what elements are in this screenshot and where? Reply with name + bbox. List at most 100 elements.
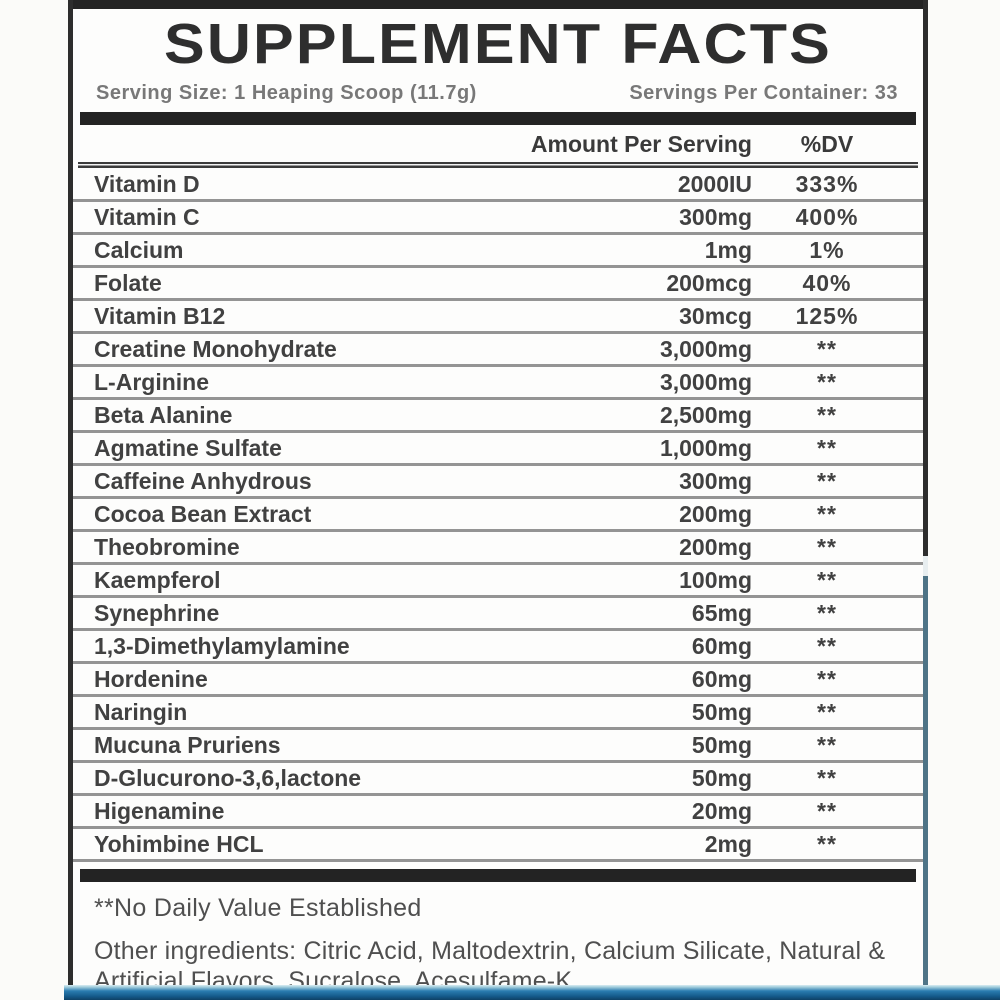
ingredient-dv: ** [817, 335, 837, 362]
ingredient-dv: ** [817, 434, 837, 461]
ingredient-dv: ** [817, 368, 837, 395]
table-row: Agmatine Sulfate 1,000mg ** [68, 433, 928, 466]
table-row: Caffeine Anhydrous 300mg ** [68, 466, 928, 499]
column-header-amount-per-serving: Amount Per Serving [530, 131, 752, 157]
ingredient-name: Caffeine Anhydrous [94, 467, 312, 494]
ingredient-amount: 200mcg [666, 269, 752, 296]
table-row: D-Glucurono-3,6,lactone 50mg ** [68, 763, 928, 796]
ingredient-name: Vitamin C [94, 203, 200, 230]
ingredient-name: Vitamin B12 [94, 302, 226, 329]
ingredient-dv: ** [817, 764, 837, 791]
table-row: Vitamin D 2000IU 333% [68, 169, 928, 202]
table-header-row: Amount Per Serving %DV [68, 127, 928, 162]
table-row: Folate 200mcg 40% [68, 268, 928, 301]
ingredient-name: Mucuna Pruriens [94, 731, 281, 758]
panel-title: SUPPLEMENT FACTS [164, 12, 832, 76]
ingredient-name: Folate [94, 269, 162, 296]
ingredient-dv: ** [817, 797, 837, 824]
ingredient-name: Hordenine [94, 665, 208, 692]
ingredient-dv: ** [817, 698, 837, 725]
serving-size-text: Serving Size: 1 Heaping Scoop (11.7g) [96, 82, 477, 104]
ingredient-dv: ** [817, 632, 837, 659]
ingredient-dv: 1% [809, 236, 845, 263]
panel-border-right-lower [923, 576, 928, 986]
ingredient-amount: 20mg [691, 797, 752, 824]
table-row: Synephrine 65mg ** [68, 598, 928, 631]
ingredient-name: Calcium [94, 236, 184, 263]
ingredient-amount: 100mg [679, 566, 752, 593]
ingredient-dv: 125% [795, 302, 859, 329]
table-row: Beta Alanine 2,500mg ** [68, 400, 928, 433]
ingredient-amount: 300mg [679, 203, 752, 230]
ingredient-amount: 50mg [691, 698, 752, 725]
ingredient-name: Theobromine [94, 533, 240, 560]
servings-per-container-text: Servings Per Container: 33 [629, 82, 898, 104]
table-row: Kaempferol 100mg ** [68, 565, 928, 598]
ingredient-dv: 333% [795, 170, 859, 197]
footnote-no-daily-value: **No Daily Value Established [94, 894, 422, 922]
table-row: Theobromine 200mg ** [68, 532, 928, 565]
ingredient-name: Creatine Monohydrate [94, 335, 337, 362]
panel-border-top [68, 0, 928, 9]
table-row: Yohimbine HCL 2mg ** [68, 829, 928, 862]
other-ingredients-text: Other ingredients: Citric Acid, Maltodex… [94, 937, 886, 995]
ingredient-name: Naringin [94, 698, 188, 725]
table-row: Higenamine 20mg ** [68, 796, 928, 829]
ingredient-dv: ** [817, 500, 837, 527]
ingredient-dv: ** [817, 401, 837, 428]
ingredient-name: 1,3-Dimethylamylamine [94, 632, 350, 659]
ingredient-amount: 300mg [679, 467, 752, 494]
ingredient-name: Agmatine Sulfate [94, 434, 282, 461]
table-row: Creatine Monohydrate 3,000mg ** [68, 334, 928, 367]
ingredient-amount: 60mg [691, 665, 752, 692]
ingredient-name: Synephrine [94, 599, 220, 626]
ingredient-dv: ** [817, 599, 837, 626]
table-row: Mucuna Pruriens 50mg ** [68, 730, 928, 763]
ingredient-amount: 200mg [679, 500, 752, 527]
ingredient-name: Beta Alanine [94, 401, 233, 428]
table-row: 1,3-Dimethylamylamine 60mg ** [68, 631, 928, 664]
ingredient-dv: ** [817, 830, 837, 857]
divider-thick-top [80, 112, 916, 125]
ingredient-amount: 2000IU [677, 170, 752, 197]
ingredient-amount: 65mg [691, 599, 752, 626]
ingredient-dv: ** [817, 533, 837, 560]
ingredient-dv: 400% [795, 203, 859, 230]
table-row: Cocoa Bean Extract 200mg ** [68, 499, 928, 532]
ingredient-name: L-Arginine [94, 368, 209, 395]
ingredient-name: Vitamin D [94, 170, 200, 197]
ingredient-amount: 50mg [691, 764, 752, 791]
panel-border-right-upper [923, 0, 928, 556]
ingredient-dv: ** [817, 731, 837, 758]
table-row: L-Arginine 3,000mg ** [68, 367, 928, 400]
divider-thick-bottom [80, 869, 916, 882]
table-row: Naringin 50mg ** [68, 697, 928, 730]
ingredient-dv: ** [817, 566, 837, 593]
ingredient-name: Higenamine [94, 797, 225, 824]
ingredient-name: Kaempferol [94, 566, 221, 593]
ingredient-amount: 3,000mg [659, 368, 752, 395]
ingredient-name: Cocoa Bean Extract [94, 500, 312, 527]
table-row: Vitamin B12 30mcg 125% [68, 301, 928, 334]
ingredient-amount: 50mg [691, 731, 752, 758]
ingredient-dv: 40% [802, 269, 852, 296]
column-header-percent-dv: %DV [800, 131, 854, 157]
ingredient-name: Yohimbine HCL [94, 830, 264, 857]
ingredient-amount: 2,500mg [659, 401, 752, 428]
ingredient-amount: 60mg [691, 632, 752, 659]
table-row: Vitamin C 300mg 400% [68, 202, 928, 235]
supplement-facts-panel: SUPPLEMENT FACTS Serving Size: 1 Heaping… [68, 0, 928, 995]
ingredient-dv: ** [817, 665, 837, 692]
ingredient-dv: ** [817, 467, 837, 494]
ingredient-amount: 30mcg [679, 302, 752, 329]
bottle-cap-band [64, 985, 1000, 1000]
ingredient-amount: 3,000mg [659, 335, 752, 362]
table-row: Hordenine 60mg ** [68, 664, 928, 697]
panel-border-right-gap [923, 556, 928, 576]
serving-info-row: Serving Size: 1 Heaping Scoop (11.7g) Se… [68, 82, 928, 105]
ingredient-amount: 1,000mg [659, 434, 752, 461]
ingredient-amount: 200mg [679, 533, 752, 560]
header-underline [78, 162, 918, 168]
ingredient-amount: 1mg [704, 236, 752, 263]
panel-border-left [68, 0, 73, 986]
